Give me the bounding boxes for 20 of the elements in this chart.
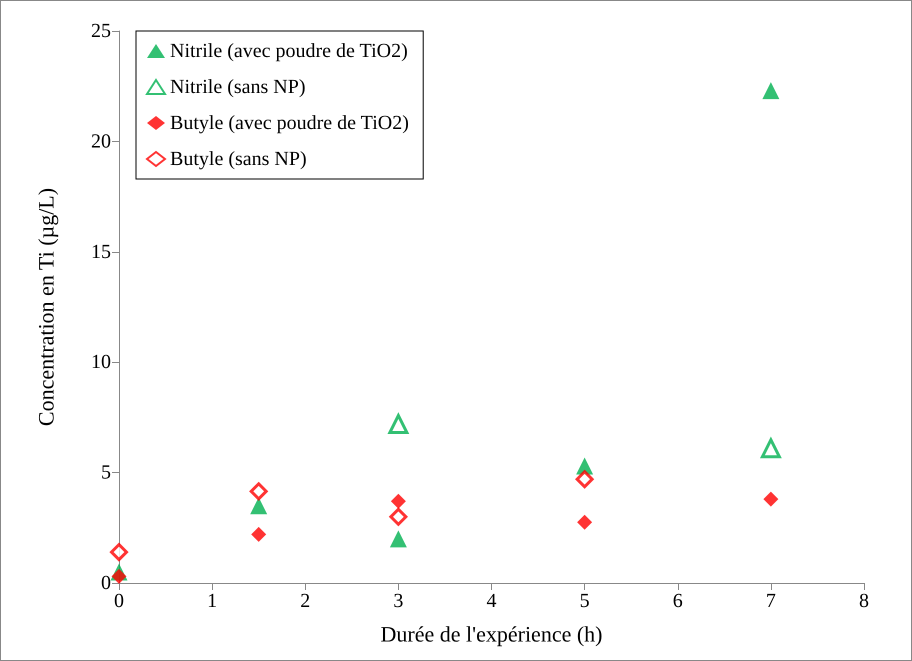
- x-tick-label: 7: [766, 590, 776, 612]
- x-axis-title: Durée de l'expérience (h): [380, 622, 602, 646]
- x-tick-label: 3: [393, 590, 404, 612]
- x-tick-label: 1: [207, 590, 218, 612]
- y-tick-label: 20: [91, 130, 111, 152]
- y-tick-label: 15: [91, 240, 111, 263]
- legend-label: Butyle (sans NP): [170, 148, 307, 170]
- x-tick-label: 4: [486, 590, 496, 612]
- legend-label: Butyle (avec poudre de TiO2): [170, 112, 409, 134]
- y-tick-label: 5: [101, 462, 111, 484]
- y-tick-label: 0: [101, 572, 111, 594]
- y-axis-title: Concentration en Ti (µg/L): [34, 188, 58, 426]
- legend-label: Nitrile (avec poudre de TiO2): [170, 40, 408, 62]
- x-tick-label: 2: [300, 590, 310, 612]
- x-tick-label: 5: [580, 590, 590, 612]
- y-tick-label: 10: [91, 351, 111, 374]
- legend-label: Nitrile (sans NP): [170, 76, 306, 98]
- x-tick-label: 6: [672, 590, 683, 612]
- x-tick-label: 8: [859, 590, 869, 612]
- y-tick-label: 25: [91, 20, 111, 42]
